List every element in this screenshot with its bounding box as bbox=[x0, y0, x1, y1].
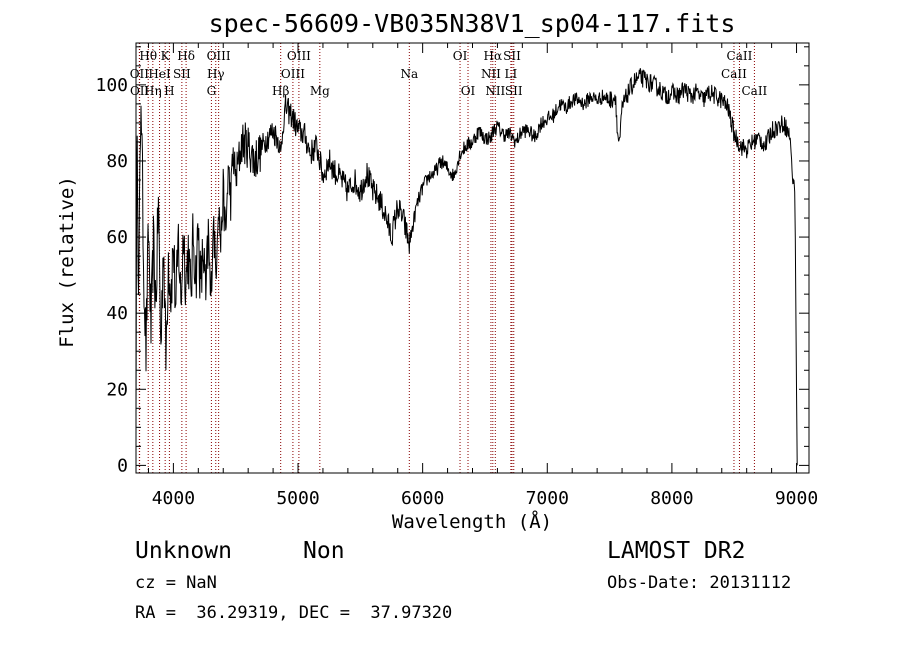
line-label-0: Hθ bbox=[139, 49, 157, 63]
line-label-7: SII bbox=[503, 49, 521, 63]
line-label-17: CaII bbox=[721, 67, 747, 81]
line-label-11: SII bbox=[173, 67, 191, 81]
line-label-24: OI bbox=[461, 84, 476, 98]
y-tick-label-4: 80 bbox=[106, 151, 128, 172]
redshift-cz: cz = NaN bbox=[135, 573, 217, 593]
line-label-21: G bbox=[207, 84, 217, 98]
coordinates: RA = 36.29319, DEC = 37.97320 bbox=[135, 603, 453, 623]
line-label-25: NII bbox=[485, 84, 505, 98]
line-label-19: Hη bbox=[144, 84, 162, 98]
line-label-22: Hβ bbox=[272, 84, 289, 98]
line-label-4: OIII bbox=[287, 49, 311, 63]
object-class: Unknown bbox=[135, 538, 232, 564]
plot-frame bbox=[135, 42, 810, 474]
line-label-1: K bbox=[161, 49, 171, 63]
y-tick-label-1: 20 bbox=[106, 379, 128, 400]
y-tick-label-2: 40 bbox=[106, 303, 128, 324]
line-label-20: H bbox=[164, 84, 174, 98]
line-label-13: OIII bbox=[281, 67, 305, 81]
line-label-10: HeI bbox=[148, 67, 171, 81]
x-axis-ticks: 4000 5000 6000 7000 8000 9000 bbox=[147, 43, 818, 509]
line-label-26: SII bbox=[505, 84, 523, 98]
y-axis-label: Flux (relative) bbox=[56, 176, 78, 348]
x-tick-label-3: 7000 bbox=[526, 488, 569, 509]
line-label-14: Na bbox=[400, 67, 418, 81]
survey-name: LAMOST DR2 bbox=[607, 538, 746, 564]
x-tick-label-2: 6000 bbox=[401, 488, 444, 509]
x-axis-label: Wavelength (Å) bbox=[392, 510, 552, 533]
chart-title: spec-56609-VB035N38V1_sp04-117.fits bbox=[209, 9, 736, 38]
line-label-3: OIII bbox=[207, 49, 231, 63]
line-label-15: NII bbox=[481, 67, 501, 81]
line-label-6: Hα bbox=[484, 49, 503, 63]
observation-date: Obs-Date: 20131112 bbox=[607, 573, 792, 593]
line-label-9: OII bbox=[130, 67, 150, 81]
y-tick-label-3: 60 bbox=[106, 227, 128, 248]
line-label-2: Hδ bbox=[177, 49, 195, 63]
line-label-8: CaII bbox=[727, 49, 753, 63]
x-tick-label-5: 9000 bbox=[775, 488, 818, 509]
x-tick-label-1: 5000 bbox=[276, 488, 319, 509]
line-label-5: OI bbox=[453, 49, 468, 63]
y-axis-ticks: 0 20 40 60 80 100 bbox=[95, 46, 809, 476]
object-subclass: Non bbox=[303, 538, 345, 564]
y-tick-label-5: 100 bbox=[95, 75, 128, 96]
line-label-27: CaII bbox=[741, 84, 767, 98]
emission-line-markers bbox=[138, 43, 755, 473]
x-tick-label-0: 4000 bbox=[152, 488, 195, 509]
line-label-23: Mg bbox=[310, 84, 330, 98]
y-tick-label-0: 0 bbox=[117, 455, 128, 476]
line-label-12: Hγ bbox=[207, 67, 225, 81]
line-label-18: OII bbox=[130, 84, 150, 98]
x-tick-label-4: 8000 bbox=[650, 488, 693, 509]
line-label-16: LI bbox=[505, 67, 518, 81]
spectrum-series bbox=[135, 68, 798, 466]
